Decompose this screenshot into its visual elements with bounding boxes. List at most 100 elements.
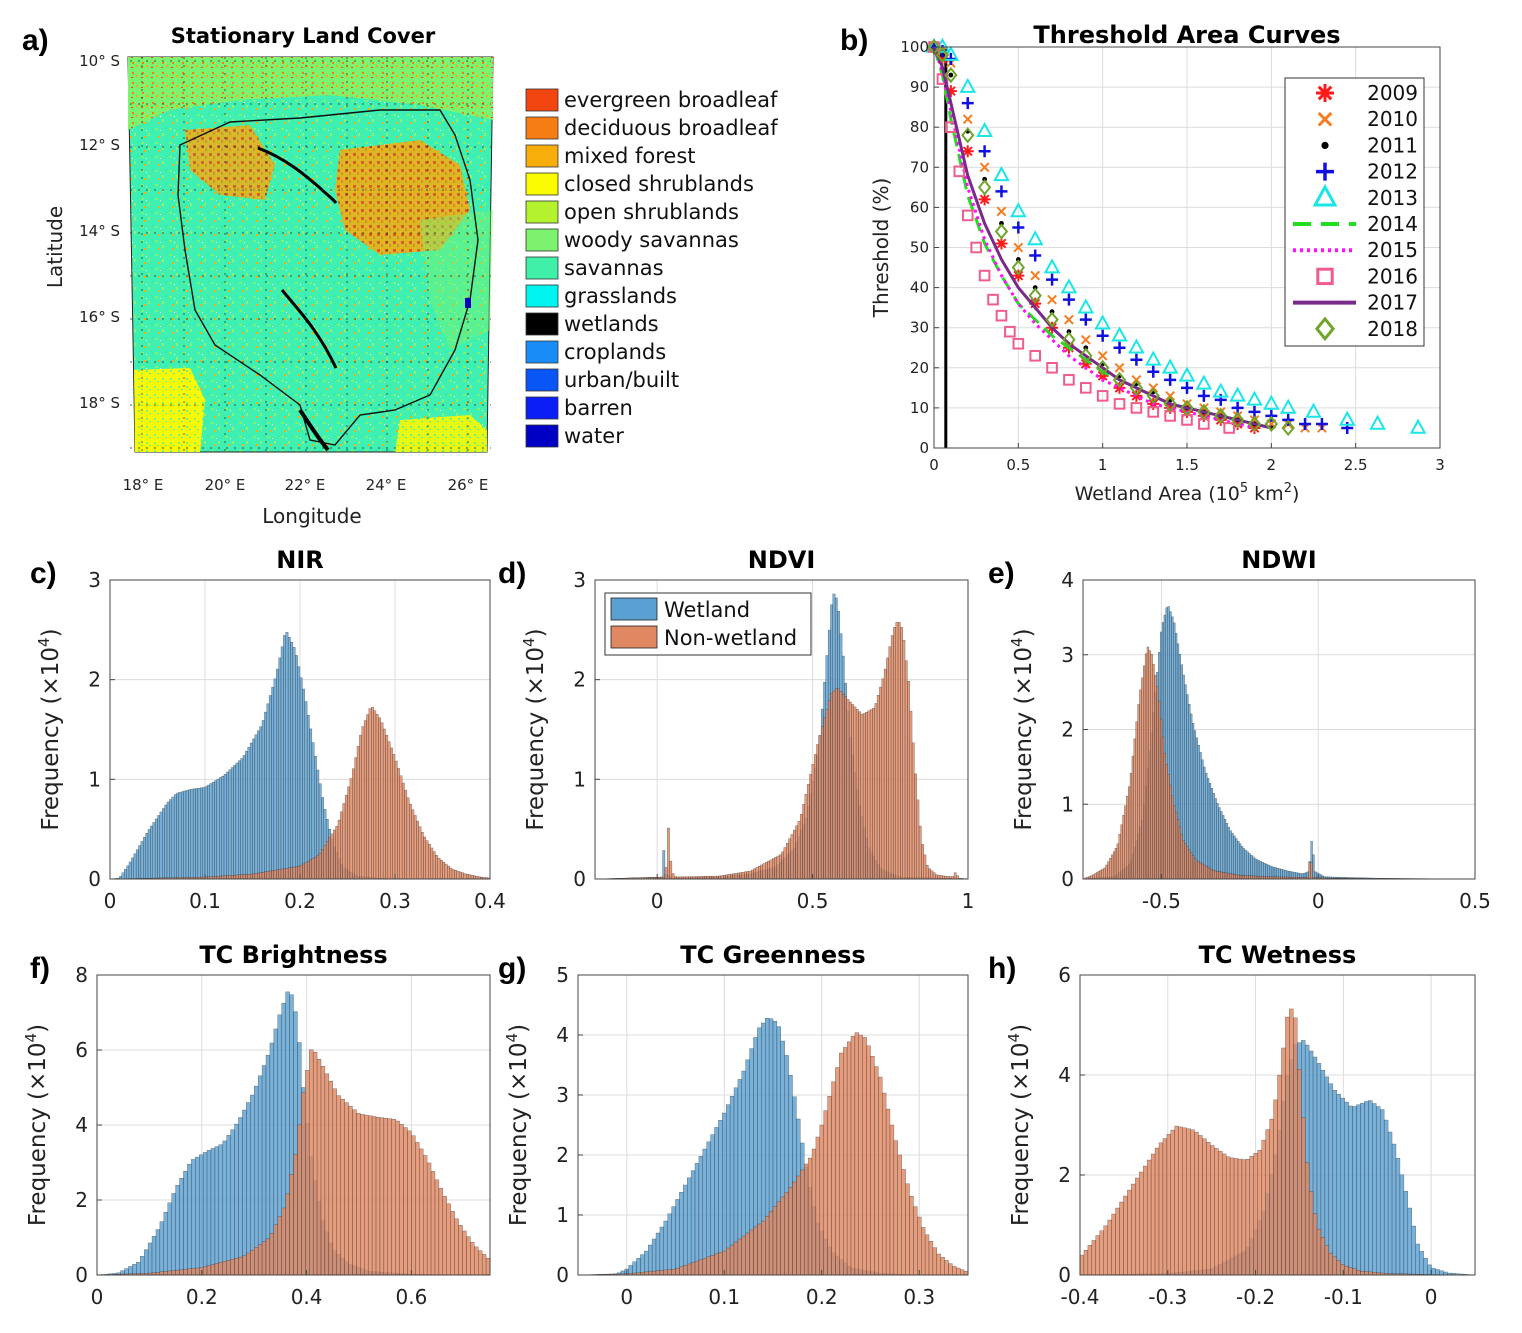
hist-bar	[195, 1156, 200, 1276]
hist-bar	[1225, 823, 1229, 880]
hist-bar	[218, 1144, 223, 1276]
legend-label: 2010	[1367, 107, 1418, 131]
hist-bar	[333, 829, 336, 880]
panel-f: f) TC Brightness 0 0.2 0.4 0.6 0 2 4 6 8 Frequency …	[22, 941, 491, 1309]
series-line	[932, 46, 1255, 430]
hist-bar	[885, 1108, 891, 1276]
hist-bar	[230, 767, 234, 880]
hist-bar	[230, 875, 234, 880]
y-tick-label: 2	[1061, 718, 1074, 742]
x-tick-label: 0.3	[379, 889, 411, 913]
hist-bar	[918, 825, 922, 880]
hist-bar	[1435, 1269, 1440, 1276]
hist-bar	[804, 1163, 809, 1276]
hist-bar	[268, 695, 272, 880]
lon-tick: 18° E	[123, 476, 164, 494]
hist-bar	[1222, 872, 1225, 880]
hist-bar	[1212, 870, 1215, 880]
legend-swatch	[525, 340, 559, 364]
hist-bar	[1227, 826, 1230, 880]
legend-swatch	[610, 597, 658, 621]
hist-bar	[702, 1258, 707, 1276]
hist-bar	[1352, 1106, 1357, 1276]
hist-bar	[1240, 875, 1244, 880]
hist-bar	[737, 872, 740, 880]
plot-title: Threshold Area Curves	[1033, 21, 1340, 49]
data-point	[1279, 398, 1297, 414]
hist-bar	[304, 862, 308, 880]
hist-bar	[1090, 875, 1093, 880]
panel-letter-f: f)	[30, 952, 50, 985]
hist-bar	[447, 865, 450, 880]
panel-letter-b: b)	[840, 24, 868, 57]
x-tick-label: -0.3	[1148, 1285, 1187, 1309]
data-point	[1096, 329, 1109, 342]
panel-h: h) TC Wetness -0.4 -0.3 -0.2 -0.1 0 0 2 4 6 Frequen…	[988, 941, 1476, 1309]
hist-bar	[1162, 1138, 1168, 1276]
hist-bar	[230, 1259, 235, 1276]
hist-bar	[753, 868, 757, 880]
hist-bar	[781, 851, 785, 880]
hist-bar	[1114, 847, 1118, 880]
hist-bar	[858, 711, 861, 880]
hist-bar	[1101, 868, 1104, 880]
y-axis-label: Frequency (×104)	[1008, 628, 1037, 830]
hist-bar	[246, 1102, 251, 1276]
legend: Wetland Non-wetland	[604, 592, 812, 656]
series-2018	[927, 38, 1295, 437]
hist-bar	[739, 872, 743, 880]
legend-swatch	[525, 368, 559, 392]
map-forest-west	[185, 125, 275, 200]
hist-bar	[242, 1109, 247, 1276]
map-savanna-east	[420, 210, 493, 350]
hist-bar	[867, 710, 871, 880]
hist-bar	[399, 1124, 404, 1276]
data-point	[1369, 414, 1386, 430]
hist-bar	[344, 1102, 349, 1276]
data-point	[1111, 326, 1128, 342]
hist-bar	[916, 799, 920, 880]
hist-bar	[888, 646, 892, 880]
data-point	[1043, 258, 1061, 274]
hist-bar	[702, 1148, 707, 1276]
hist-bar	[780, 1196, 785, 1276]
x-tick-label: -0.2	[1236, 1285, 1275, 1309]
lon-tick: 24° E	[366, 476, 407, 494]
hist-bar	[1118, 834, 1121, 880]
hist-bar	[913, 1206, 918, 1276]
data-point	[1231, 417, 1244, 430]
hist-bar	[760, 864, 764, 880]
y-tick-label: 3	[556, 1083, 569, 1107]
hist-bar	[206, 1265, 212, 1276]
hist-bar	[450, 1211, 455, 1276]
hist-bar	[687, 1263, 692, 1276]
hist-bar	[136, 1262, 141, 1276]
y-tick-label: 0	[556, 1263, 569, 1287]
y-tick-label: 0	[919, 439, 929, 457]
x-tick-label: 0	[91, 1285, 104, 1309]
data-point	[987, 293, 999, 306]
plot-title: TC Greenness	[680, 941, 865, 969]
hist-bar	[371, 1116, 377, 1276]
hist-bar	[698, 1156, 703, 1276]
hist-bar	[776, 1201, 781, 1276]
hist-bar	[655, 1270, 661, 1276]
hist-bar	[725, 874, 729, 880]
hist-bar	[651, 1238, 657, 1276]
legend-label: deciduous broadleaf	[564, 116, 778, 140]
hist-bar	[869, 709, 873, 880]
hist-bar	[1297, 1069, 1302, 1276]
hist-bar	[385, 735, 389, 880]
lat-tick: 10° S	[79, 52, 120, 70]
hist-bar	[1152, 663, 1155, 880]
hist-bar	[835, 1067, 840, 1276]
hist-bar	[375, 714, 379, 880]
y-tick-label: 10	[910, 399, 929, 417]
hist-bar	[799, 814, 803, 880]
hist-bar	[671, 1206, 676, 1276]
hist-bar	[188, 789, 191, 880]
hist-bar	[1144, 653, 1148, 880]
hist-bar	[1439, 1270, 1444, 1276]
hist-bar	[247, 874, 251, 880]
data-point	[977, 179, 992, 196]
